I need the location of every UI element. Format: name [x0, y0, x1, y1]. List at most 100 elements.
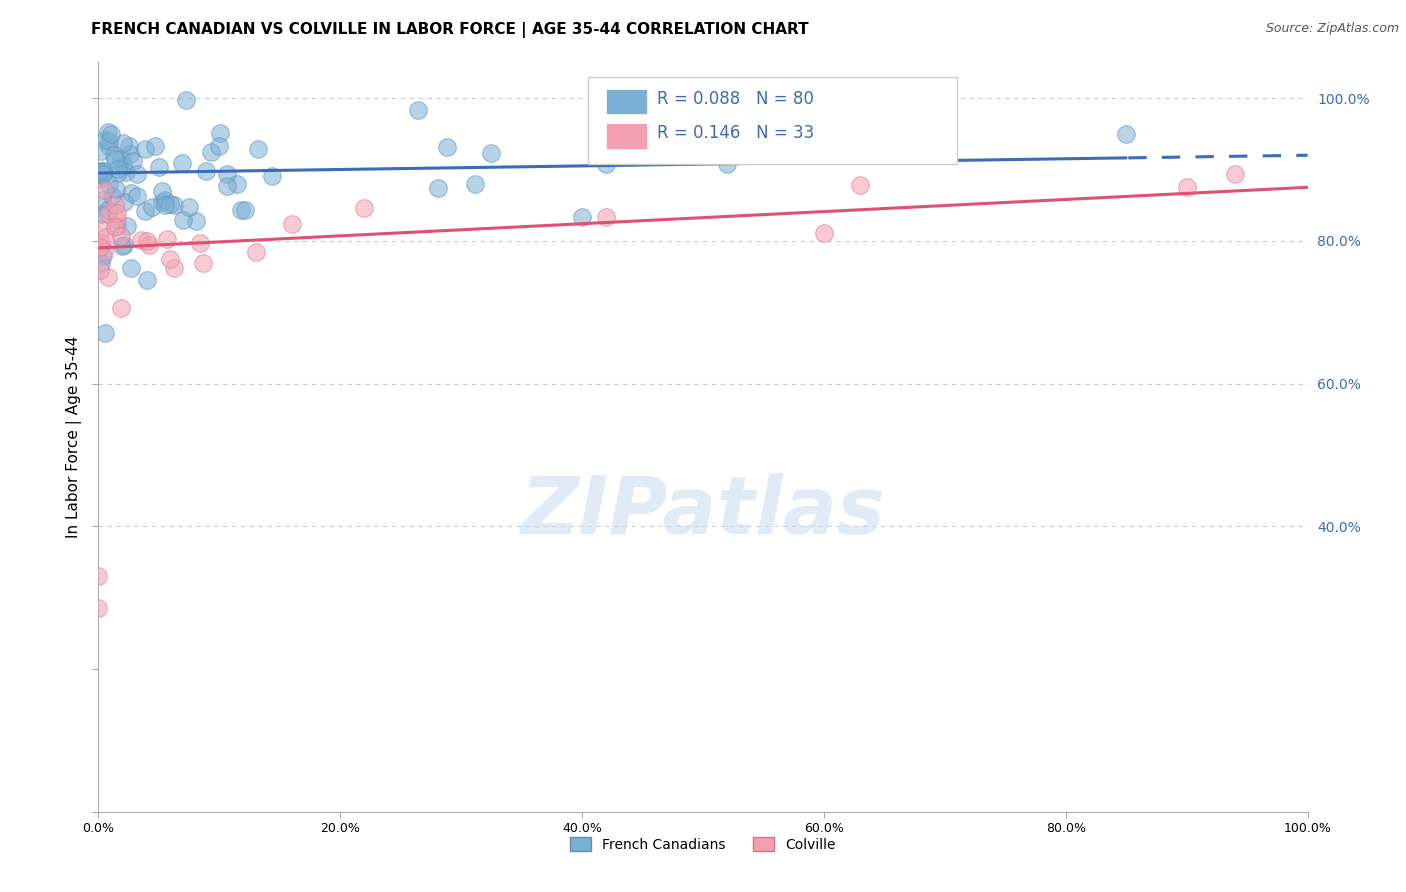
- Point: [150, 194, 173, 209]
- Point: [134, 142, 156, 156]
- Point: [107, 162, 129, 177]
- Point: [94, 326, 117, 340]
- Point: [134, 203, 156, 218]
- Point: [97, 202, 120, 217]
- Point: [172, 212, 194, 227]
- Point: [91, 193, 114, 207]
- Point: [813, 227, 835, 241]
- Point: [156, 232, 179, 246]
- Point: [112, 195, 135, 210]
- Point: [408, 103, 430, 118]
- Point: [115, 164, 138, 178]
- Text: Source: ZipAtlas.com: Source: ZipAtlas.com: [1265, 22, 1399, 36]
- Point: [143, 139, 166, 153]
- Point: [1115, 127, 1137, 141]
- Point: [97, 178, 120, 192]
- Y-axis label: In Labor Force | Age 35-44: In Labor Force | Age 35-44: [66, 336, 82, 538]
- FancyBboxPatch shape: [606, 88, 647, 114]
- Point: [281, 217, 304, 231]
- Point: [105, 219, 128, 234]
- Point: [103, 148, 125, 162]
- Point: [110, 229, 132, 244]
- Point: [436, 140, 458, 154]
- Point: [100, 127, 122, 141]
- Point: [87, 601, 110, 615]
- Point: [1175, 180, 1198, 194]
- Point: [93, 183, 115, 197]
- Point: [112, 136, 135, 151]
- Point: [93, 163, 115, 178]
- Point: [595, 157, 617, 171]
- Point: [96, 269, 118, 284]
- Point: [91, 167, 114, 181]
- Point: [479, 145, 502, 160]
- Point: [89, 169, 111, 183]
- Point: [110, 153, 132, 167]
- Point: [655, 120, 678, 135]
- Point: [105, 211, 128, 226]
- Text: FRENCH CANADIAN VS COLVILLE IN LABOR FORCE | AGE 35-44 CORRELATION CHART: FRENCH CANADIAN VS COLVILLE IN LABOR FOR…: [91, 22, 808, 38]
- Point: [225, 178, 247, 192]
- Point: [215, 179, 238, 194]
- Point: [90, 144, 112, 158]
- Point: [87, 569, 110, 583]
- Point: [104, 198, 127, 212]
- Point: [115, 219, 138, 234]
- Point: [110, 301, 132, 315]
- Point: [186, 213, 208, 227]
- Point: [97, 207, 120, 221]
- Point: [231, 203, 253, 218]
- Point: [153, 198, 176, 212]
- Text: R = 0.146   N = 33: R = 0.146 N = 33: [657, 124, 814, 142]
- Point: [260, 169, 283, 183]
- Point: [94, 133, 117, 147]
- Point: [105, 206, 128, 220]
- Point: [138, 237, 160, 252]
- Point: [104, 219, 127, 234]
- Point: [111, 158, 134, 172]
- Point: [148, 160, 170, 174]
- Point: [177, 200, 200, 214]
- Point: [89, 164, 111, 178]
- Point: [104, 152, 127, 166]
- Text: R = 0.088   N = 80: R = 0.088 N = 80: [657, 90, 814, 108]
- Point: [1223, 167, 1246, 181]
- Point: [247, 142, 270, 156]
- Point: [245, 244, 267, 259]
- Point: [163, 198, 186, 212]
- Point: [97, 125, 120, 139]
- Point: [135, 234, 157, 248]
- Point: [112, 237, 135, 252]
- Point: [105, 182, 128, 196]
- Point: [426, 181, 449, 195]
- Point: [93, 244, 115, 258]
- Point: [107, 166, 129, 180]
- Point: [150, 184, 173, 198]
- FancyBboxPatch shape: [588, 78, 957, 163]
- Point: [195, 163, 218, 178]
- Point: [118, 139, 141, 153]
- Point: [464, 177, 486, 191]
- Point: [849, 178, 872, 193]
- Point: [111, 239, 134, 253]
- FancyBboxPatch shape: [606, 123, 647, 149]
- Point: [716, 157, 738, 171]
- Point: [190, 236, 212, 251]
- Point: [233, 202, 256, 217]
- Point: [90, 256, 112, 270]
- Point: [353, 201, 375, 215]
- Point: [93, 163, 115, 178]
- Point: [571, 211, 593, 225]
- Point: [89, 239, 111, 253]
- Point: [120, 261, 142, 276]
- Point: [98, 134, 121, 148]
- Point: [94, 229, 117, 244]
- Point: [159, 197, 181, 211]
- Point: [595, 210, 617, 224]
- Point: [153, 194, 176, 208]
- Point: [172, 156, 194, 170]
- Point: [163, 260, 186, 275]
- Point: [90, 235, 112, 250]
- Point: [217, 167, 239, 181]
- Point: [129, 233, 152, 247]
